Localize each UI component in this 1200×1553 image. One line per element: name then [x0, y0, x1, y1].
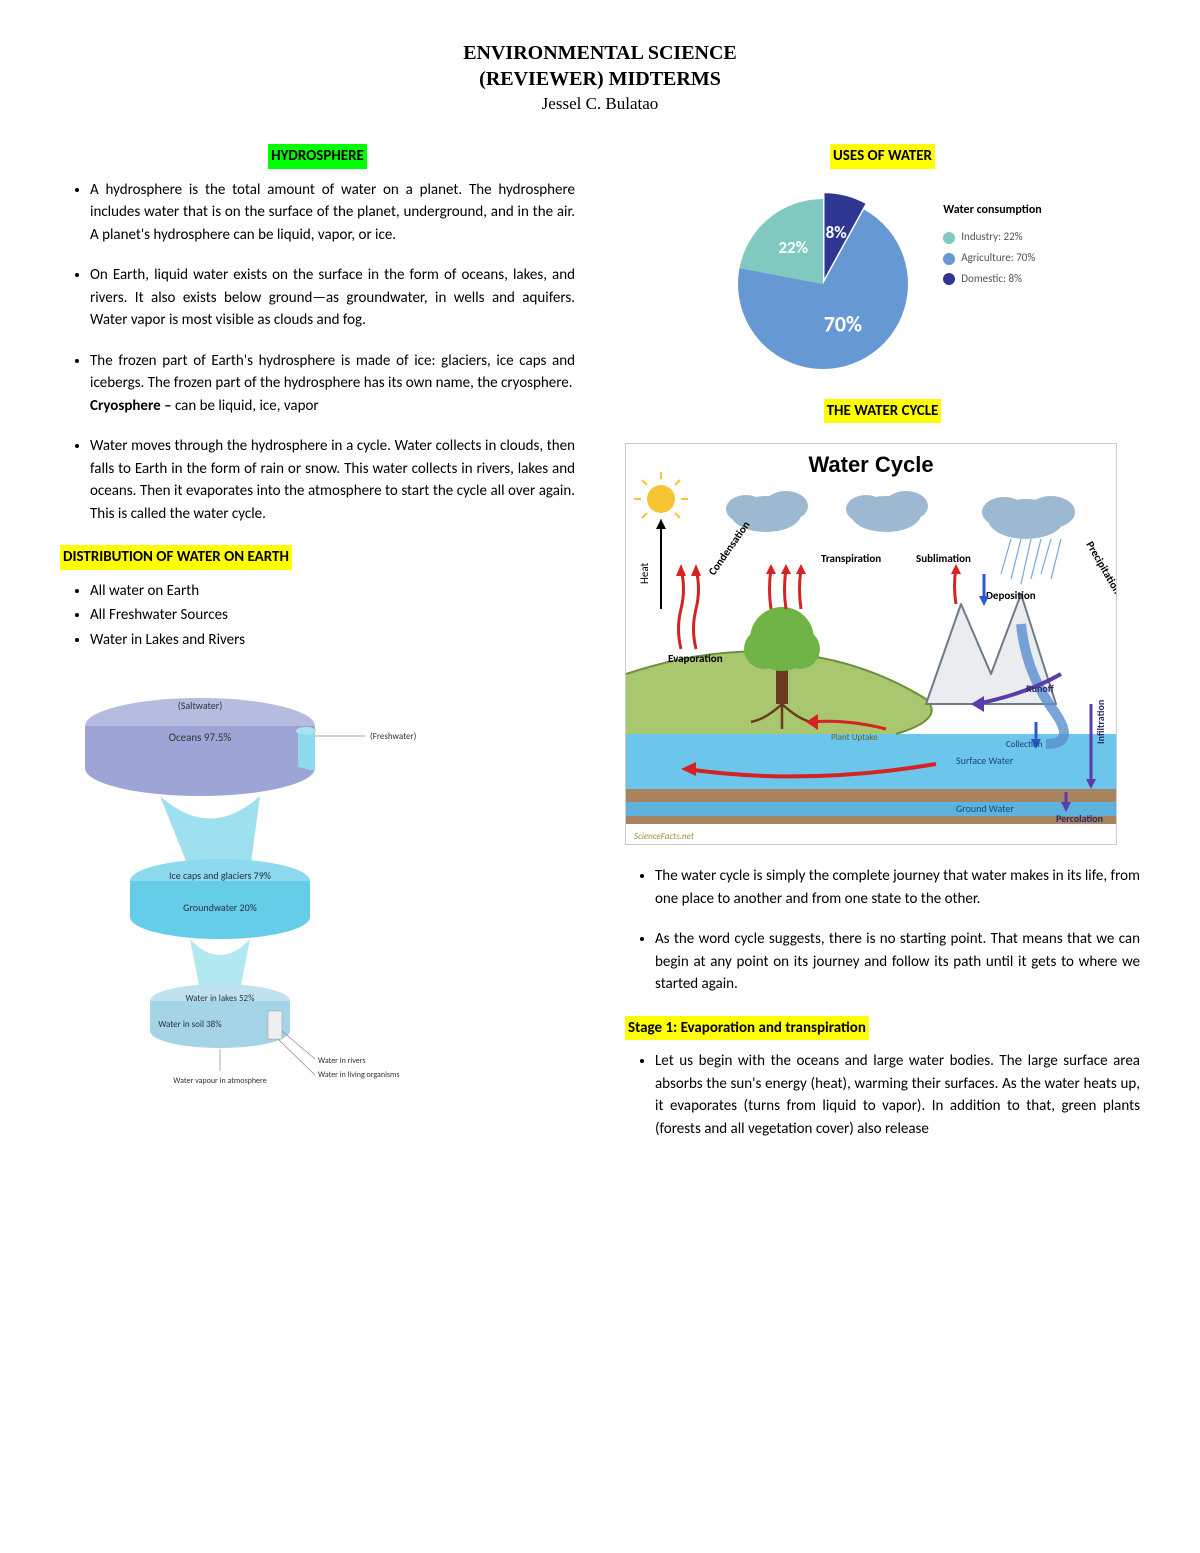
svg-text:Ground Water: Ground Water: [956, 802, 1014, 815]
svg-text:Precipitation: Precipitation: [1083, 539, 1117, 596]
list-item: Let us begin with the oceans and large w…: [655, 1050, 1140, 1140]
svg-text:70%: 70%: [824, 310, 862, 337]
list-item: Water moves through the hydrosphere in a…: [90, 435, 575, 525]
svg-text:Percolation: Percolation: [1056, 812, 1103, 825]
svg-text:Water in soil 38%: Water in soil 38%: [158, 1019, 222, 1030]
svg-text:Ice caps and glaciers 79%: Ice caps and glaciers 79%: [169, 869, 271, 882]
water-cycle-list: The water cycle is simply the complete j…: [625, 865, 1140, 996]
svg-text:(Freshwater): (Freshwater): [370, 731, 417, 742]
water-cycle-diagram: Water Cycle: [625, 443, 1140, 845]
svg-text:Heat: Heat: [638, 563, 651, 584]
svg-text:Water in rivers: Water in rivers: [318, 1056, 366, 1066]
svg-text:(Saltwater): (Saltwater): [178, 699, 223, 712]
svg-text:Deposition: Deposition: [986, 589, 1036, 602]
uses-heading: USES OF WATER: [830, 144, 935, 169]
list-item: The frozen part of Earth's hydrosphere i…: [90, 350, 575, 418]
legend-item: Domestic: 8%: [943, 269, 1041, 290]
list-item: A hydrosphere is the total amount of wat…: [90, 179, 575, 247]
stage1-list: Let us begin with the oceans and large w…: [625, 1050, 1140, 1140]
svg-text:Water in lakes 52%: Water in lakes 52%: [185, 993, 255, 1004]
list-item: All Freshwater Sources: [90, 604, 575, 627]
svg-text:8%: 8%: [826, 221, 847, 242]
distribution-chart: (Saltwater) Oceans 97.5% (Freshwater) Ic…: [60, 671, 575, 1091]
hydrosphere-list: A hydrosphere is the total amount of wat…: [60, 179, 575, 526]
page-header: ENVIRONMENTAL SCIENCE (REVIEWER) MIDTERM…: [60, 40, 1140, 114]
svg-text:Sublimation: Sublimation: [916, 552, 971, 565]
list-item: Water in Lakes and Rivers: [90, 629, 575, 652]
svg-text:Groundwater 20%: Groundwater 20%: [183, 901, 257, 914]
svg-text:Evaporation: Evaporation: [668, 652, 723, 665]
cryosphere-term: Cryosphere –: [90, 397, 172, 415]
stage1-heading: Stage 1: Evaporation and transpiration: [625, 1016, 869, 1041]
svg-text:Water vapour in atmosphere: Water vapour in atmosphere: [173, 1076, 266, 1086]
legend-title: Water consumption: [943, 199, 1041, 222]
list-item: On Earth, liquid water exists on the sur…: [90, 264, 575, 332]
svg-text:Water in living organisms: Water in living organisms: [318, 1070, 400, 1080]
legend-item: Agriculture: 70%: [943, 248, 1041, 269]
list-item: All water on Earth: [90, 580, 575, 603]
left-column: HYDROSPHERE A hydrosphere is the total a…: [60, 144, 575, 1160]
legend-item: Industry: 22%: [943, 227, 1041, 248]
hydrosphere-heading: HYDROSPHERE: [268, 144, 367, 169]
svg-text:Oceans 97.5%: Oceans 97.5%: [169, 731, 232, 744]
uses-pie-chart: 22% 8% 70% Water consumption Industry: 22%…: [625, 189, 1140, 379]
author-name: Jessel C. Bulatao: [60, 94, 1140, 114]
svg-text:Runoff: Runoff: [1026, 682, 1054, 695]
svg-text:Surface Water: Surface Water: [956, 754, 1014, 767]
distribution-list: All water on Earth All Freshwater Source…: [60, 580, 575, 652]
list-item: The water cycle is simply the complete j…: [655, 865, 1140, 910]
svg-text:ScienceFacts.net: ScienceFacts.net: [634, 831, 695, 842]
svg-text:Condensation: Condensation: [706, 519, 753, 578]
svg-text:Transpiration: Transpiration: [821, 552, 881, 565]
distribution-heading: DISTRIBUTION OF WATER ON EARTH: [60, 545, 292, 570]
water-cycle-heading: THE WATER CYCLE: [824, 399, 942, 424]
svg-text:Plant Uptake: Plant Uptake: [831, 732, 878, 743]
svg-text:Collection: Collection: [1006, 739, 1043, 750]
page-title-1: ENVIRONMENTAL SCIENCE: [60, 40, 1140, 66]
page-title-2: (REVIEWER) MIDTERMS: [60, 66, 1140, 92]
list-item: As the word cycle suggests, there is no …: [655, 928, 1140, 996]
svg-text:Water Cycle: Water Cycle: [808, 452, 933, 477]
right-column: USES OF WATER 22% 8% 70% Water consumption…: [625, 144, 1140, 1160]
pie-legend: Water consumption Industry: 22% Agricult…: [943, 189, 1041, 290]
svg-text:22%: 22%: [779, 236, 809, 257]
svg-text:Infiltration: Infiltration: [1094, 700, 1107, 744]
